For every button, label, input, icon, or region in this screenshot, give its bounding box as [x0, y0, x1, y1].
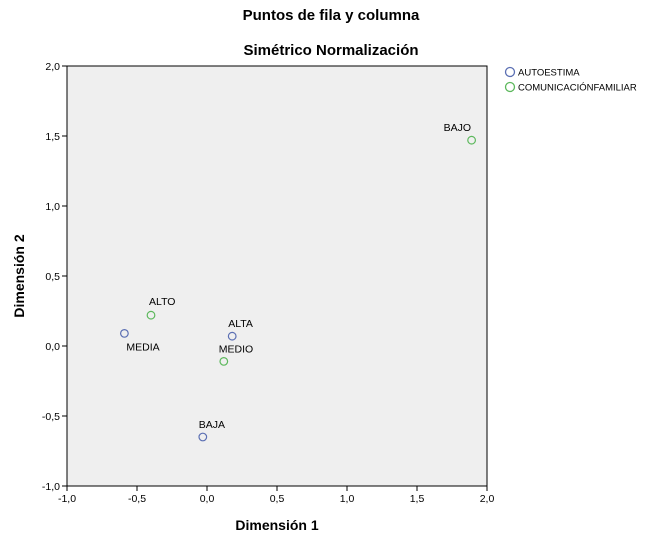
point-label-medio: MEDIO — [219, 343, 253, 355]
y-tick-label: 1,0 — [45, 201, 60, 213]
plot-area — [66, 65, 488, 487]
point-label-media: MEDIA — [126, 341, 159, 353]
data-point-media — [119, 329, 129, 338]
data-point-bajo — [467, 135, 477, 145]
x-tick-label: -0,5 — [128, 493, 146, 505]
point-label-alto: ALTO — [149, 296, 175, 308]
y-tick-label: 0,5 — [45, 271, 60, 283]
point-label-baja: BAJA — [199, 419, 225, 431]
point-label-alta: ALTA — [228, 318, 253, 330]
data-point-baja — [198, 432, 208, 442]
data-point-medio — [219, 357, 229, 366]
x-tick-label: -1,0 — [58, 493, 76, 505]
data-point-alta — [227, 331, 237, 341]
x-tick-label: 2,0 — [480, 493, 495, 505]
y-tick-label: -0,5 — [42, 411, 60, 423]
chart-title: Puntos de fila y columna — [243, 7, 420, 24]
legend-label-0: AUTOESTIMA — [518, 68, 580, 79]
x-tick-label: 0,5 — [270, 493, 285, 505]
y-axis-label: Dimensión 2 — [11, 234, 27, 317]
data-point-alto — [146, 310, 156, 320]
y-tick-label: 2,0 — [45, 61, 60, 73]
legend-label-1: COMUNICACIÓNFAMILIAR — [518, 83, 637, 94]
y-tick-label: 1,5 — [45, 131, 60, 143]
x-tick-label: 1,5 — [410, 493, 425, 505]
x-tick-label: 1,0 — [340, 493, 355, 505]
legend-marker-1 — [504, 81, 516, 93]
point-label-bajo: BAJO — [444, 122, 471, 134]
y-tick-label: 0,0 — [45, 341, 60, 353]
x-axis-label: Dimensión 1 — [235, 517, 318, 533]
legend-marker-0 — [504, 66, 516, 78]
x-tick-label: 0,0 — [200, 493, 215, 505]
y-tick-label: -1,0 — [42, 481, 60, 493]
chart-subtitle: Simétrico Normalización — [243, 42, 418, 59]
